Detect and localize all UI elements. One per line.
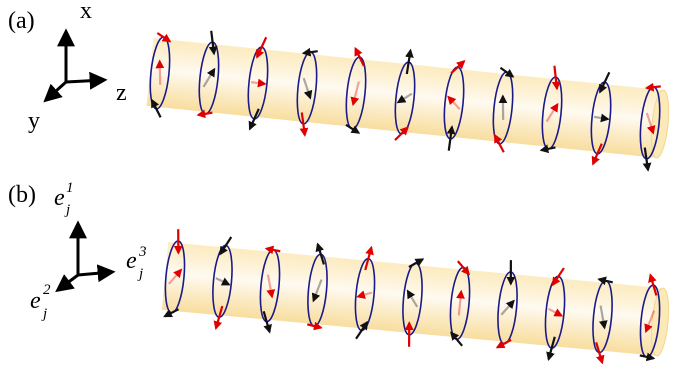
helix-cylinder	[145, 24, 673, 172]
axis-label-sub: j	[41, 306, 47, 322]
axis-label: e	[30, 288, 41, 314]
axes-a	[46, 32, 104, 100]
axis-label-sub: j	[64, 202, 70, 218]
spin-arrow	[304, 50, 318, 55]
axes-b	[58, 224, 112, 290]
axis-label-sup: 3	[138, 244, 147, 260]
axis-arrow	[58, 275, 78, 290]
axis-label: e	[126, 248, 137, 274]
axis-arrow	[78, 272, 112, 275]
spin-arrow	[640, 355, 654, 358]
spin-arrow	[307, 324, 321, 327]
panel-label: (a)	[8, 8, 35, 34]
axis-label: y	[28, 108, 40, 134]
spin-arrow	[599, 279, 613, 282]
figure: (a) x y z (b) e 1 j e 2 j e 3 j	[0, 0, 674, 375]
axis-label: x	[80, 0, 92, 24]
axis-label-sub: j	[137, 266, 143, 282]
spin-arrow	[541, 146, 555, 152]
axis-label: z	[116, 80, 127, 106]
axis-label-sup: 2	[43, 282, 51, 298]
axis-arrow	[46, 82, 66, 100]
axis-arrow	[66, 80, 104, 82]
panel-label: (b)	[8, 182, 36, 208]
spin-arrow	[647, 85, 661, 89]
helix-cylinder	[161, 228, 673, 370]
axis-label: e	[54, 185, 65, 211]
axis-label-sup: 1	[66, 180, 74, 196]
spin-arrow	[198, 111, 212, 116]
spin-arrow	[266, 249, 280, 252]
